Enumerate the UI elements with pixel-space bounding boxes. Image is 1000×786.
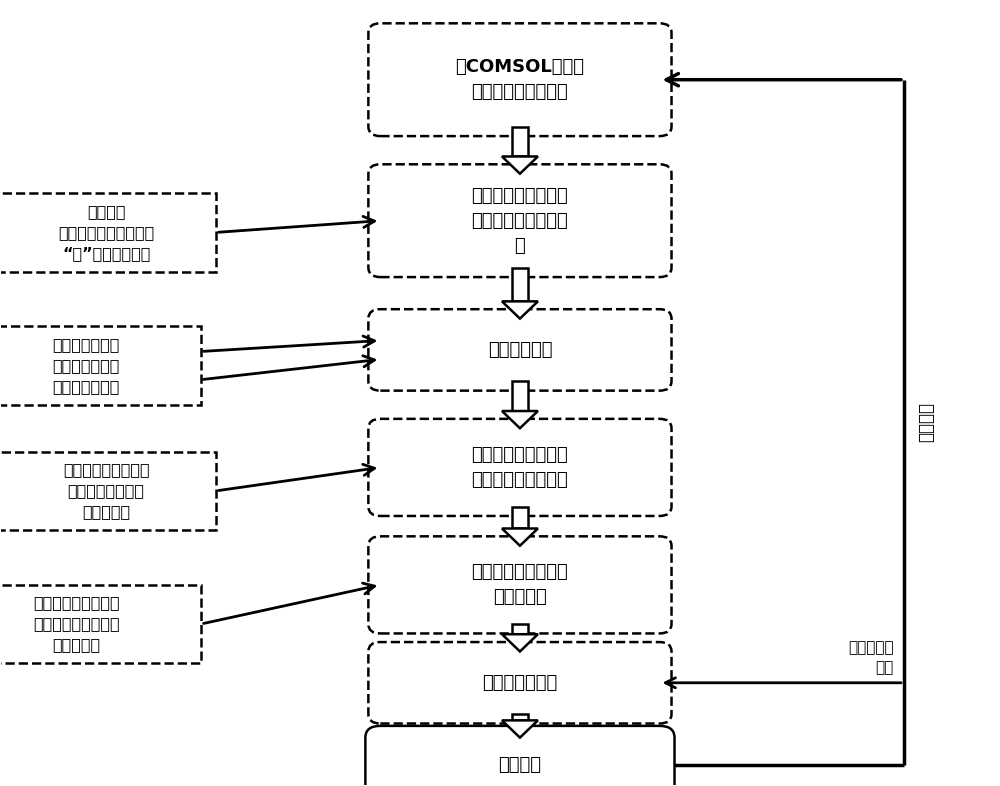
Bar [512, 624, 528, 634]
Text: 设置步长与
时间: 设置步长与 时间 [848, 640, 894, 674]
Text: 赋予碳纤维复合材料
几何模型的材料参数: 赋予碳纤维复合材料 几何模型的材料参数 [472, 446, 568, 489]
Bar [512, 381, 528, 411]
Text: 自定义每种材料参数
导热系数，密度和
恒压热容等: 自定义每种材料参数 导热系数，密度和 恒压热容等 [63, 462, 149, 520]
FancyBboxPatch shape [368, 536, 672, 634]
Text: 引入高斯面热源
自定义热源函数
自定义脉冲形式: 引入高斯面热源 自定义热源函数 自定义脉冲形式 [52, 337, 120, 394]
FancyBboxPatch shape [368, 164, 672, 277]
Bar [512, 714, 528, 721]
Polygon shape [502, 301, 538, 318]
Text: 引入激光热源: 引入激光热源 [488, 341, 552, 359]
FancyBboxPatch shape [368, 419, 672, 516]
Bar [512, 268, 528, 301]
Bar [0, 585, 201, 663]
Polygon shape [502, 721, 538, 737]
Bar [0, 326, 201, 405]
Text: 设置模型的初始条件
和边界条件: 设置模型的初始条件 和边界条件 [472, 564, 568, 606]
Text: 完善修改: 完善修改 [917, 402, 935, 443]
Text: 在COMSOL中建立
三维瞬态温度场模型: 在COMSOL中建立 三维瞬态温度场模型 [455, 58, 584, 101]
Text: 分析处理: 分析处理 [498, 756, 541, 774]
Bar [512, 506, 528, 528]
FancyBboxPatch shape [368, 309, 672, 391]
Polygon shape [502, 634, 538, 652]
Polygon shape [502, 528, 538, 545]
Text: 初始温度与边界热源
对流换热与表面辐射
热绝缘边界: 初始温度与边界热源 对流换热与表面辐射 热绝缘边界 [33, 596, 119, 652]
FancyBboxPatch shape [365, 725, 675, 786]
FancyBboxPatch shape [368, 24, 672, 136]
FancyBboxPatch shape [368, 642, 672, 724]
Polygon shape [502, 156, 538, 174]
Text: 简化模型
碳纤维排列方式与间距
“之”字形运动轨迹: 简化模型 碳纤维排列方式与间距 “之”字形运动轨迹 [58, 204, 154, 261]
Text: 建立仿真材料几何模
型并规划激光移动路
径: 建立仿真材料几何模 型并规划激光移动路 径 [472, 187, 568, 255]
Bar [512, 127, 528, 156]
Polygon shape [502, 411, 538, 428]
Bar [0, 452, 216, 530]
Bar [0, 193, 216, 272]
Text: 划分网格并计算: 划分网格并计算 [482, 674, 558, 692]
